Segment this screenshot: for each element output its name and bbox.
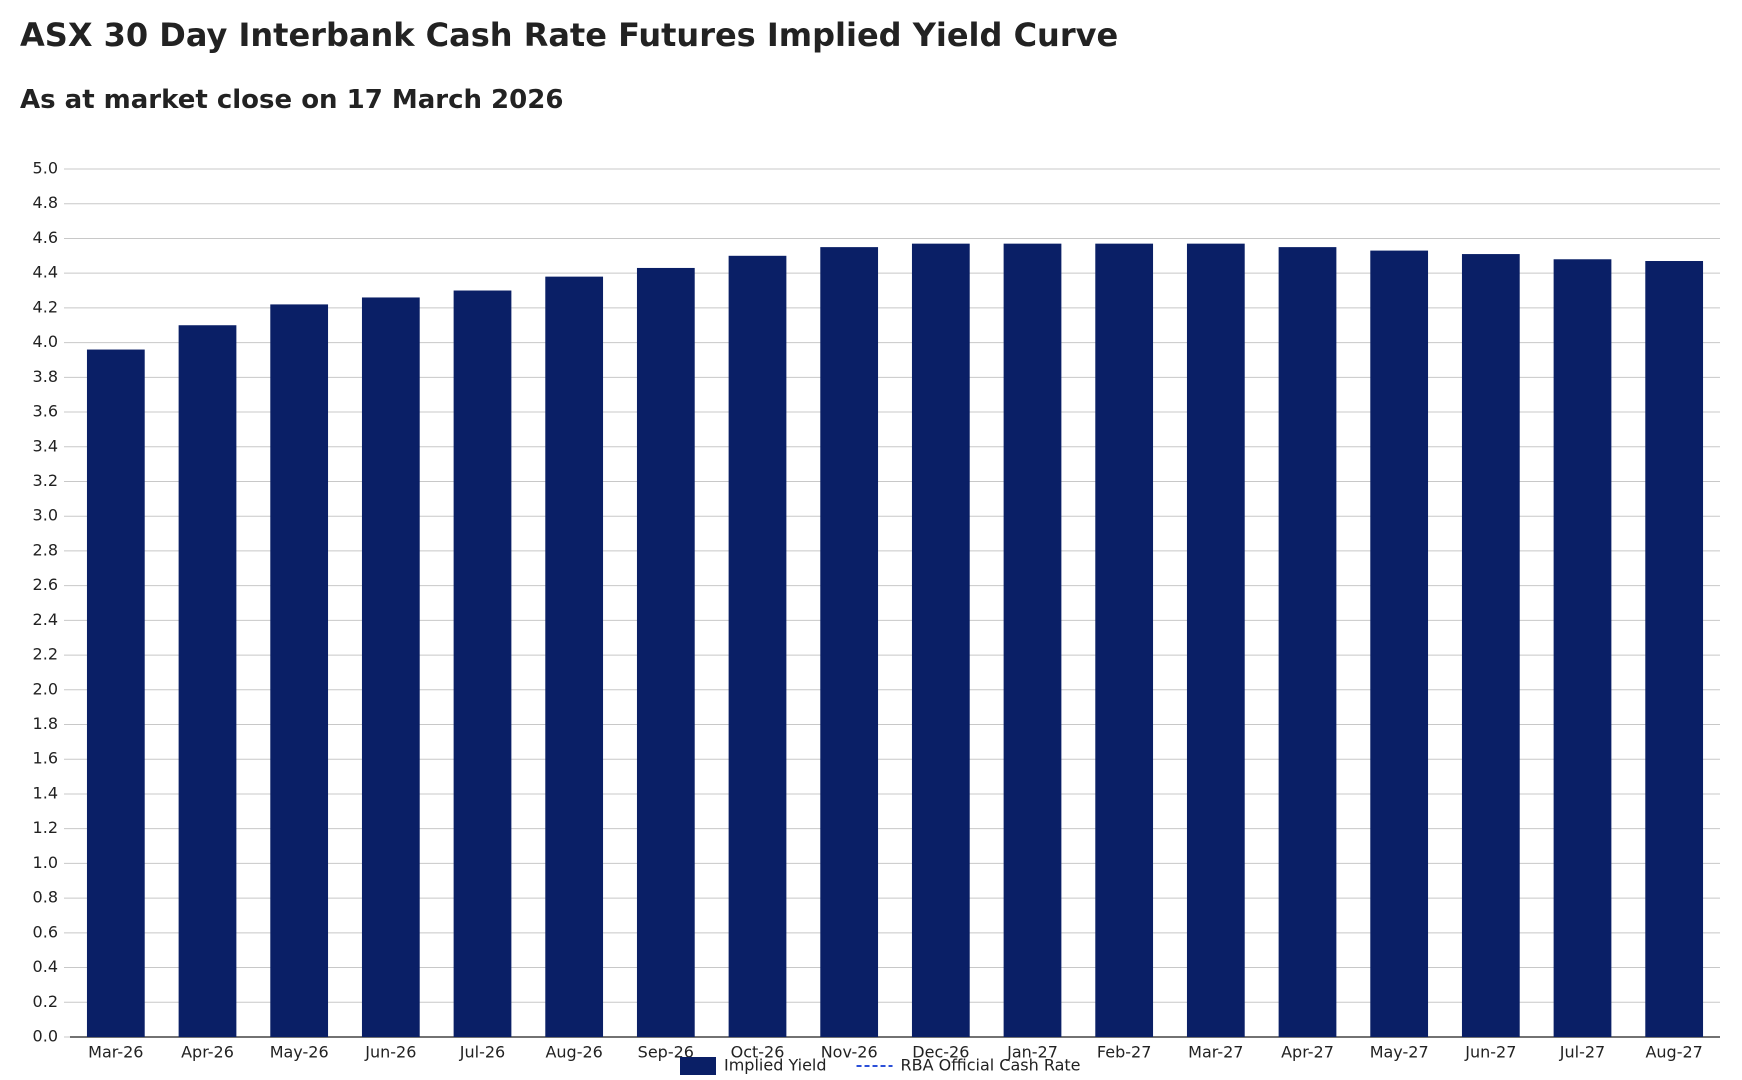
legend-label: Implied Yield xyxy=(724,1056,827,1075)
y-tick-label: 3.4 xyxy=(33,436,58,455)
y-tick-label: 4.4 xyxy=(33,263,58,282)
y-tick-label: 1.2 xyxy=(33,818,58,837)
bar xyxy=(1370,250,1429,1038)
bar xyxy=(1095,243,1154,1037)
y-tick-label: 4.2 xyxy=(33,297,58,316)
x-tick-label: Apr-26 xyxy=(181,1043,234,1062)
legend-label: RBA Official Cash Rate xyxy=(901,1056,1081,1075)
x-tick-label: Apr-27 xyxy=(1281,1043,1334,1062)
bar xyxy=(636,267,695,1037)
y-tick-label: 2.0 xyxy=(33,679,58,698)
y-tick-label: 4.8 xyxy=(33,193,58,212)
x-tick-label: Feb-27 xyxy=(1097,1043,1151,1062)
x-tick-label: Oct-26 xyxy=(731,1043,785,1062)
y-tick-label: 0.4 xyxy=(33,957,58,976)
y-tick-label: 4.0 xyxy=(33,332,58,351)
bar xyxy=(1278,247,1337,1037)
y-tick-label: 2.6 xyxy=(33,575,58,594)
y-tick-label: 3.0 xyxy=(33,506,58,525)
x-tick-label: Mar-27 xyxy=(1188,1043,1243,1062)
bar xyxy=(86,349,145,1037)
y-tick-label: 1.4 xyxy=(33,783,58,802)
bar xyxy=(1003,243,1062,1037)
x-tick-label: Jun-26 xyxy=(364,1043,416,1062)
x-tick-label: Dec-26 xyxy=(912,1043,969,1062)
y-tick-label: 0.2 xyxy=(33,992,58,1011)
x-tick-label: Jul-26 xyxy=(459,1043,505,1062)
y-tick-label: 1.8 xyxy=(33,714,58,733)
chart-subtitle: As at market close on 17 March 2026 xyxy=(20,85,563,115)
bar xyxy=(1645,261,1704,1037)
x-tick-label: Sep-26 xyxy=(638,1043,694,1062)
y-tick-label: 3.2 xyxy=(33,471,58,490)
bar xyxy=(361,297,420,1037)
x-tick-label: Jun-27 xyxy=(1464,1043,1516,1062)
bar xyxy=(911,243,970,1037)
y-tick-label: 2.8 xyxy=(33,540,58,559)
x-tick-label: Jul-27 xyxy=(1559,1043,1605,1062)
y-tick-label: 0.8 xyxy=(33,888,58,907)
y-tick-label: 3.6 xyxy=(33,402,58,421)
bar xyxy=(1461,254,1520,1038)
y-tick-label: 2.4 xyxy=(33,610,58,629)
y-tick-label: 5.0 xyxy=(33,159,58,178)
x-tick-label: Mar-26 xyxy=(88,1043,143,1062)
x-tick-label: Nov-26 xyxy=(821,1043,878,1062)
x-tick-label: Jan-27 xyxy=(1006,1043,1058,1062)
bar xyxy=(270,304,329,1038)
x-tick-label: May-27 xyxy=(1370,1043,1429,1062)
x-tick-label: May-26 xyxy=(270,1043,329,1062)
y-tick-label: 1.0 xyxy=(33,853,58,872)
chart-title: ASX 30 Day Interbank Cash Rate Futures I… xyxy=(20,16,1118,54)
legend-swatch xyxy=(680,1057,716,1075)
x-tick-label: Aug-26 xyxy=(545,1043,602,1062)
y-tick-label: 4.6 xyxy=(33,228,58,247)
bar xyxy=(1553,259,1612,1038)
y-tick-label: 0.6 xyxy=(33,922,58,941)
bar xyxy=(453,290,512,1037)
y-tick-label: 1.6 xyxy=(33,749,58,768)
y-tick-label: 0.0 xyxy=(33,1027,58,1046)
bar xyxy=(1186,243,1245,1037)
bar xyxy=(545,276,604,1038)
y-tick-label: 2.2 xyxy=(33,645,58,664)
bar xyxy=(820,247,879,1037)
x-tick-label: Aug-27 xyxy=(1645,1043,1702,1062)
y-tick-label: 3.8 xyxy=(33,367,58,386)
bar xyxy=(728,255,787,1038)
bar xyxy=(178,325,237,1037)
